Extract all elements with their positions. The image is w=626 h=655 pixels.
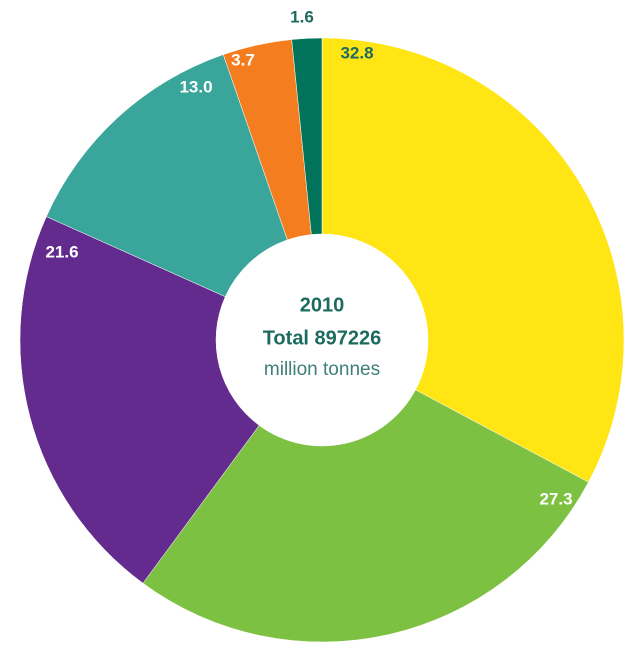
data-label: 13.0 [179,77,212,96]
donut-segment [46,54,288,298]
donut-segment [321,37,625,483]
donut-segment [291,37,323,235]
data-label: 21.6 [45,242,78,261]
donut-segment [19,216,260,584]
center-year: 2010 [300,294,345,316]
data-label: 32.8 [340,43,373,62]
data-label: 3.7 [231,50,255,69]
center-unit: million tonnes [264,359,380,380]
center-total: Total 897226 [263,327,382,349]
data-label: 27.3 [539,489,572,508]
data-label: 1.6 [290,7,314,26]
donut-segment [142,389,589,643]
